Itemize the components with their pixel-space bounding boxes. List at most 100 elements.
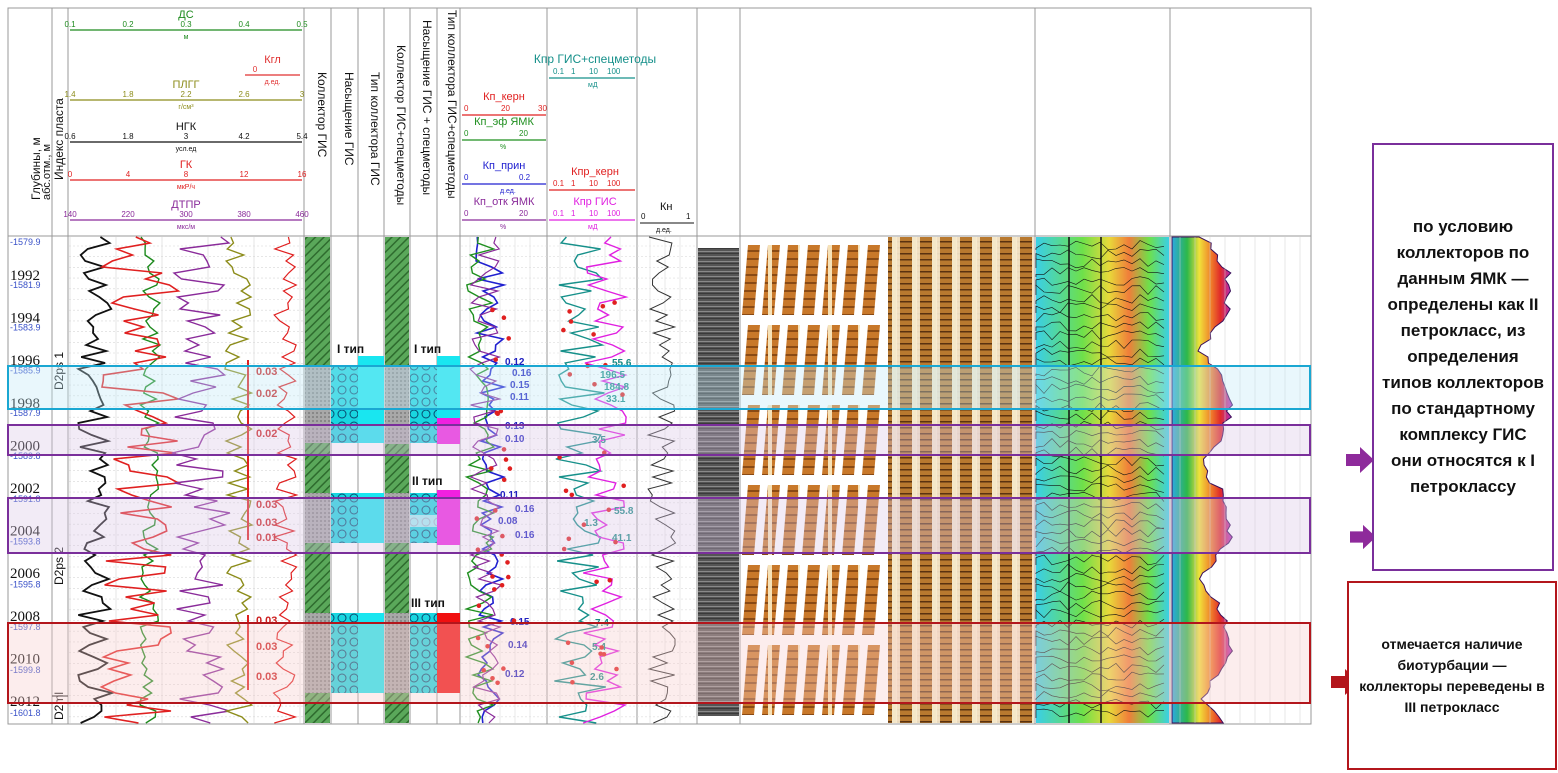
ngk-curve (76, 236, 116, 724)
scale-name-5: ДТПР (171, 199, 200, 211)
image-gap (1016, 237, 1020, 723)
kgl-value: 0.03 (256, 499, 277, 511)
scale-tick: 300 (179, 210, 193, 219)
kgl-value: 0.03 (256, 517, 277, 529)
heatmap-line (1035, 600, 1165, 611)
image-stripe (822, 245, 840, 315)
zone-label-1: D2ps 1 (52, 352, 66, 390)
perm-scale-name: Кпр ГИС+спецметоды (534, 52, 656, 66)
scale-unit: усл.ед (176, 146, 197, 153)
core-sample-dot (568, 319, 574, 324)
header-nasysh-spec: Насыщение ГИС + спецметоды (420, 20, 434, 195)
poro-scale-tick: 0 (464, 209, 469, 218)
image-stripe (782, 325, 800, 395)
gk2-curve (272, 236, 299, 724)
heatmap-line (1035, 302, 1165, 313)
core-sample-dot (495, 680, 500, 686)
heatmap-line (1035, 430, 1165, 439)
core-sample-dot (475, 635, 481, 641)
scale-tick: 0.3 (180, 20, 192, 29)
depth-label: 1994 (10, 311, 41, 327)
heatmap-line (1035, 284, 1165, 295)
scale-tick: 460 (295, 210, 309, 219)
kgl-value: 0.03 (256, 641, 277, 653)
permeability-value: 2.6 (590, 672, 604, 683)
core-sample-dot (565, 640, 571, 646)
abs-depth-label: -1593.8 (10, 537, 41, 547)
scale-tick: 1.8 (122, 90, 134, 99)
image-stripe (862, 645, 880, 715)
porosity-value: 0.11 (510, 392, 529, 403)
heatmap-line (1035, 663, 1165, 673)
core-sample-dot (561, 327, 566, 333)
core-sample-dot (613, 539, 618, 545)
header-nasysh-gis: Насыщение ГИС (342, 72, 356, 166)
scale-name-3: НГК (176, 121, 197, 133)
core-sample-dot (501, 477, 507, 483)
perm-scale-tick: 1 (571, 209, 576, 218)
core-sample-dot (474, 516, 480, 521)
perm-scale-tick: 100 (607, 179, 621, 188)
scale-name-1: Кгл (264, 54, 281, 66)
heatmap-line (1035, 690, 1165, 700)
poro-scale-name: Кп_керн (483, 91, 525, 103)
image-stripe (742, 245, 760, 315)
pllg-curve (224, 236, 254, 724)
core-sample-dot (598, 651, 603, 657)
heatmap-line (1035, 536, 1165, 547)
scale-tick: 2.6 (238, 90, 250, 99)
heatmap-line (1035, 502, 1165, 511)
header-kollektor-gis: Коллектор ГИС (315, 72, 329, 158)
core-sample-dot (507, 466, 513, 471)
core-sample-dot (566, 536, 572, 542)
heatmap-line (1035, 475, 1165, 484)
image-stripe (782, 645, 800, 715)
heatmap-line (1035, 464, 1165, 476)
poro-scale-tick: 30 (538, 104, 547, 113)
image-stripe (862, 245, 880, 315)
porosity-value: 0.13 (505, 421, 525, 432)
core-sample-dot (493, 508, 498, 513)
core-sample-dot (606, 507, 612, 513)
core-sample-dot (620, 392, 625, 397)
perm-scale-unit: мД (588, 224, 598, 231)
scale-tick: 1.8 (122, 132, 134, 141)
perm-scale-tick: 100 (607, 67, 621, 76)
heatmap-line (1035, 627, 1165, 638)
abs-depth-label: -1599.8 (10, 665, 41, 675)
kgl-value: 0.03 (256, 366, 277, 378)
depth-label: 1992 (10, 268, 40, 284)
poro-scale-unit: % (500, 144, 506, 151)
ds-curve (138, 236, 162, 724)
image-stripe (862, 565, 880, 635)
heatmap-line (1035, 563, 1165, 575)
note-bioturbation: отмечается наличие биотурбации — коллект… (1347, 581, 1557, 770)
scale-tick: 2.2 (180, 90, 192, 99)
heatmap-line (1035, 654, 1165, 664)
image-gap (916, 237, 920, 723)
core-sample-dot (607, 578, 613, 583)
poro-scale-tick: 0 (464, 173, 469, 182)
core-sample-dot (581, 522, 587, 527)
image-stripe (842, 325, 860, 395)
abs-depth-label: -1585.9 (10, 365, 41, 375)
perm-scale-tick: 0.1 (553, 179, 565, 188)
heatmap-line (1035, 635, 1165, 646)
heatmap-line (1035, 527, 1165, 539)
kgl-value: 0.02 (256, 428, 277, 440)
scale-tick: 220 (121, 210, 135, 219)
image-stripe (802, 245, 820, 315)
heatmap-line (1035, 357, 1165, 367)
core-sample-dot (501, 447, 507, 452)
image-stripe (842, 405, 860, 475)
scale-tick: 0.1 (64, 20, 76, 29)
perm-scale-tick: 1 (571, 67, 576, 76)
poro-scale-tick: 20 (519, 129, 528, 138)
heatmap-line (1035, 375, 1165, 385)
heatmap-column (1035, 237, 1169, 723)
core-sample-dot (493, 357, 499, 362)
permeability-value: 5.4 (592, 642, 606, 653)
core-sample-dot (481, 668, 487, 673)
image-stripe (822, 485, 840, 555)
